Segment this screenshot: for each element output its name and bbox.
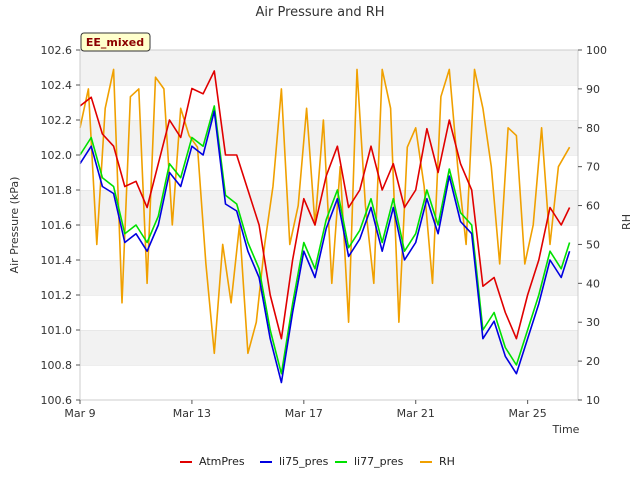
x-axis-title: Time — [552, 423, 580, 436]
y-tick-label: 102.6 — [41, 44, 73, 57]
y2-tick-label: 90 — [586, 83, 600, 96]
mixed-badge: EE_mixed — [80, 32, 151, 52]
grid-band — [80, 330, 578, 365]
y2-tick-label: 20 — [586, 355, 600, 368]
x-tick-label: Mar 21 — [397, 407, 435, 420]
grid-band — [80, 85, 578, 120]
x-tick-label: Mar 9 — [64, 407, 95, 420]
y-tick-label: 102.2 — [41, 114, 73, 127]
y2-tick-label: 10 — [586, 394, 600, 407]
legend-label: li77_pres — [354, 455, 404, 468]
y2-tick-label: 100 — [586, 44, 607, 57]
grid-band — [80, 365, 578, 400]
series-line-atmpres — [79, 70, 571, 340]
series-line-li77-pres — [79, 105, 571, 375]
grid-band — [80, 50, 578, 85]
grid-band — [80, 260, 578, 295]
y-tick-label: 101.4 — [41, 254, 73, 267]
x-tick-label: Mar 25 — [509, 407, 547, 420]
legend: AtmPres li75_pres li77_pres RH — [180, 455, 455, 468]
y2-tick-label: 80 — [586, 122, 600, 135]
y-axis-title: Air Pressure (kPa) — [8, 177, 21, 274]
legend-label: RH — [439, 455, 455, 468]
series-layer — [79, 68, 571, 384]
y-tick-label: 101.6 — [41, 219, 73, 232]
x-tick-label: Mar 13 — [173, 407, 211, 420]
series-line-li75-pres — [79, 110, 571, 384]
badge-label: EE_mixed — [86, 36, 144, 49]
y-tick-label: 102.4 — [41, 79, 73, 92]
y2-axis-title: RH — [620, 214, 633, 230]
legend-label: AtmPres — [199, 455, 245, 468]
y-tick-label: 101.0 — [41, 324, 73, 337]
y-tick-label: 100.8 — [41, 359, 73, 372]
y-tick-label: 101.2 — [41, 289, 73, 302]
y2-tick-label: 50 — [586, 238, 600, 251]
grid-band — [80, 155, 578, 190]
series-line-rh — [79, 68, 571, 355]
x-tick-label: Mar 17 — [285, 407, 323, 420]
y-tick-label: 100.6 — [41, 394, 73, 407]
axes-layer: 100.6 100.8 101.0 101.2 101.4 101.6 101.8 102.0… — [41, 44, 608, 420]
y-tick-label: 102.0 — [41, 149, 73, 162]
legend-label: li75_pres — [279, 455, 329, 468]
grid-band — [80, 295, 578, 330]
chart-title: Air Pressure and RH — [255, 5, 384, 20]
y2-tick-label: 60 — [586, 200, 600, 213]
y2-tick-label: 70 — [586, 161, 600, 174]
y2-tick-label: 30 — [586, 316, 600, 329]
badge-box — [80, 32, 151, 52]
grid-band — [80, 120, 578, 155]
y2-tick-label: 40 — [586, 277, 600, 290]
y-tick-label: 101.8 — [41, 184, 73, 197]
